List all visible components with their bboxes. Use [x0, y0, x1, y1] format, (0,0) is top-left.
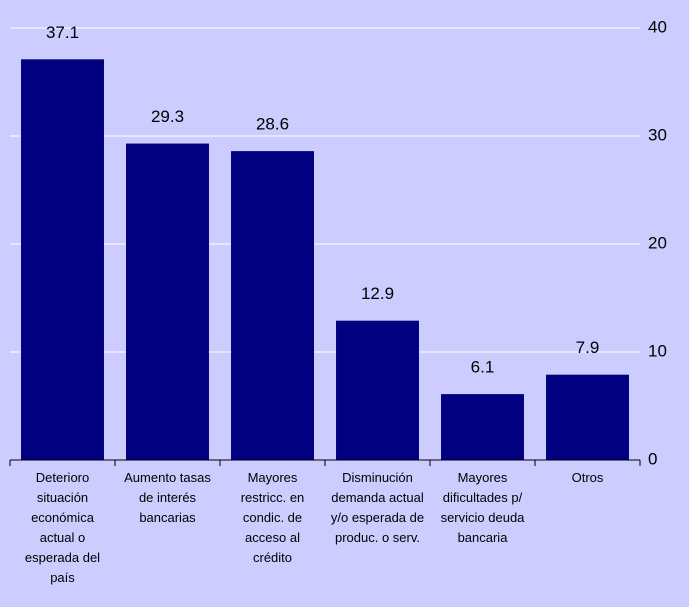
bar: [231, 151, 314, 460]
x-tick-label: Aumento tasas de interés bancarias: [124, 470, 211, 525]
x-tick-label: Otros: [571, 470, 604, 485]
value-label: 12.9: [361, 284, 394, 303]
y-tick-label: 30: [648, 125, 667, 144]
y-tick-label: 40: [648, 17, 667, 36]
value-label: 6.1: [471, 358, 495, 377]
y-tick-label: 0: [648, 449, 657, 468]
x-tick-label: Disminución demanda actual y/o esperada …: [330, 470, 425, 545]
x-tick-label: Mayores restricc. en condic. de acceso a…: [240, 470, 305, 565]
bar: [336, 320, 419, 460]
value-label: 7.9: [576, 338, 600, 357]
value-label: 28.6: [256, 115, 289, 134]
bar: [126, 143, 209, 460]
value-label: 29.3: [151, 107, 184, 126]
y-tick-label: 10: [648, 341, 667, 360]
bar: [546, 374, 629, 460]
bar: [21, 59, 104, 460]
x-tick-label: Mayores dificultades p/ servicio deuda b…: [440, 470, 525, 545]
value-label: 37.1: [46, 23, 79, 42]
x-tick-label: Deterioro situación económica actual o e…: [24, 470, 101, 585]
y-tick-label: 20: [648, 233, 667, 252]
bar: [441, 394, 524, 460]
